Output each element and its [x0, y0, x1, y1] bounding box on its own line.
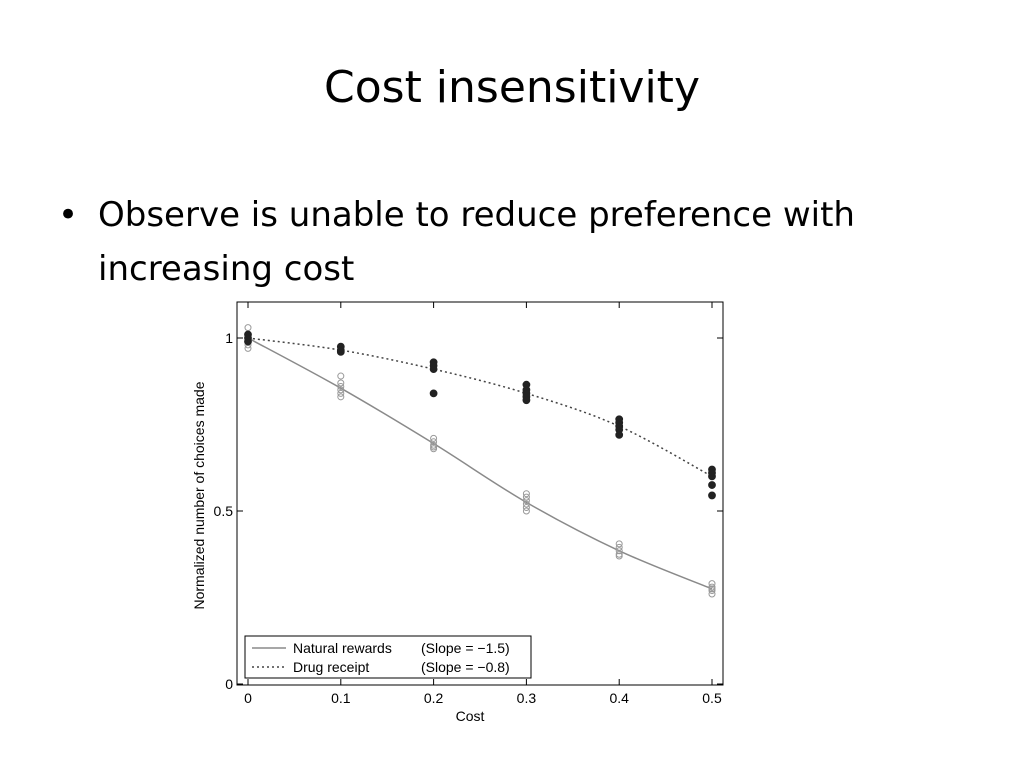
y-tick-label: 0.5: [214, 503, 234, 519]
x-tick-label: 0.5: [702, 690, 722, 706]
bullet-text: Observe is unable to reduce preference w…: [98, 195, 855, 289]
natural-rewards-point: [337, 379, 345, 387]
plot-frame: [236, 301, 724, 686]
x-tick-label: 0: [244, 690, 252, 706]
natural-rewards-point: [430, 438, 438, 446]
natural-rewards-point: [615, 543, 623, 551]
natural-rewards-point: [337, 389, 345, 397]
natural-rewards-point: [430, 445, 438, 453]
natural-rewards-point: [522, 507, 530, 515]
y-tick-label: 1: [225, 330, 233, 346]
natural-rewards-point: [337, 382, 345, 390]
natural-rewards-point: [522, 493, 530, 501]
natural-rewards-point: [615, 540, 623, 548]
drug-receipt-point: [336, 347, 345, 356]
natural-rewards-point: [244, 324, 252, 332]
x-tick-label: 0.1: [331, 690, 351, 706]
drug-receipt-point: [429, 365, 438, 374]
drug-receipt-point: [708, 472, 716, 481]
cost-chart: 0 0.1 0.2 0.3 0.4 0.5 0 0.5 1 Cost Normalized numb…: [191, 301, 724, 724]
axes: 0 0.1 0.2 0.3 0.4 0.5 0 0.5 1 Cost Normalized numb…: [191, 301, 724, 724]
natural-rewards-point: [708, 580, 716, 588]
drug-receipt-point: [244, 337, 252, 346]
legend-slope-label: (Slope = −1.5): [421, 640, 510, 656]
natural-rewards-point: [522, 497, 530, 505]
legend-box: [244, 635, 532, 679]
data-points: [244, 324, 716, 598]
natural-rewards-point: [337, 393, 345, 401]
natural-rewards-point: [522, 500, 530, 508]
natural-rewards-point: [522, 490, 530, 498]
drug-receipt-point: [708, 491, 716, 500]
x-axis-label: Cost: [456, 708, 485, 724]
slide-title: Cost insensitivity: [324, 62, 700, 113]
x-tick-label: 0.4: [609, 690, 629, 706]
x-tick-label: 0.2: [424, 690, 444, 706]
drug-receipt-point: [708, 481, 716, 489]
natural-rewards-point: [708, 587, 716, 595]
drug-receipt-point: [615, 430, 624, 439]
fit-curves: [247, 337, 713, 590]
drug-receipt-curve: [247, 337, 713, 478]
natural-rewards-curve: [247, 337, 713, 590]
natural-rewards-point: [430, 434, 438, 442]
bullet-dot-icon: •: [58, 195, 79, 235]
natural-rewards-point: [522, 504, 530, 512]
y-tick-label: 0: [225, 676, 233, 692]
natural-rewards-point: [615, 552, 623, 560]
natural-rewards-point: [244, 344, 252, 352]
natural-rewards-point: [708, 590, 716, 598]
legend-slope-label: (Slope = −0.8): [421, 659, 510, 675]
natural-rewards-point: [615, 547, 623, 555]
natural-rewards-point: [337, 386, 345, 394]
drug-receipt-point: [429, 389, 438, 398]
legend: Natural rewards (Slope = −1.5) Drug receip…: [244, 635, 532, 679]
drug-receipt-point: [522, 396, 531, 405]
y-axis-label: Normalized number of choices made: [191, 381, 207, 609]
x-tick-label: 0.3: [517, 690, 537, 706]
bullet-item: • Observe is unable to reduce preference…: [58, 188, 958, 296]
natural-rewards-point: [337, 372, 345, 380]
legend-label: Natural rewards: [293, 640, 392, 656]
legend-label: Drug receipt: [293, 659, 369, 675]
